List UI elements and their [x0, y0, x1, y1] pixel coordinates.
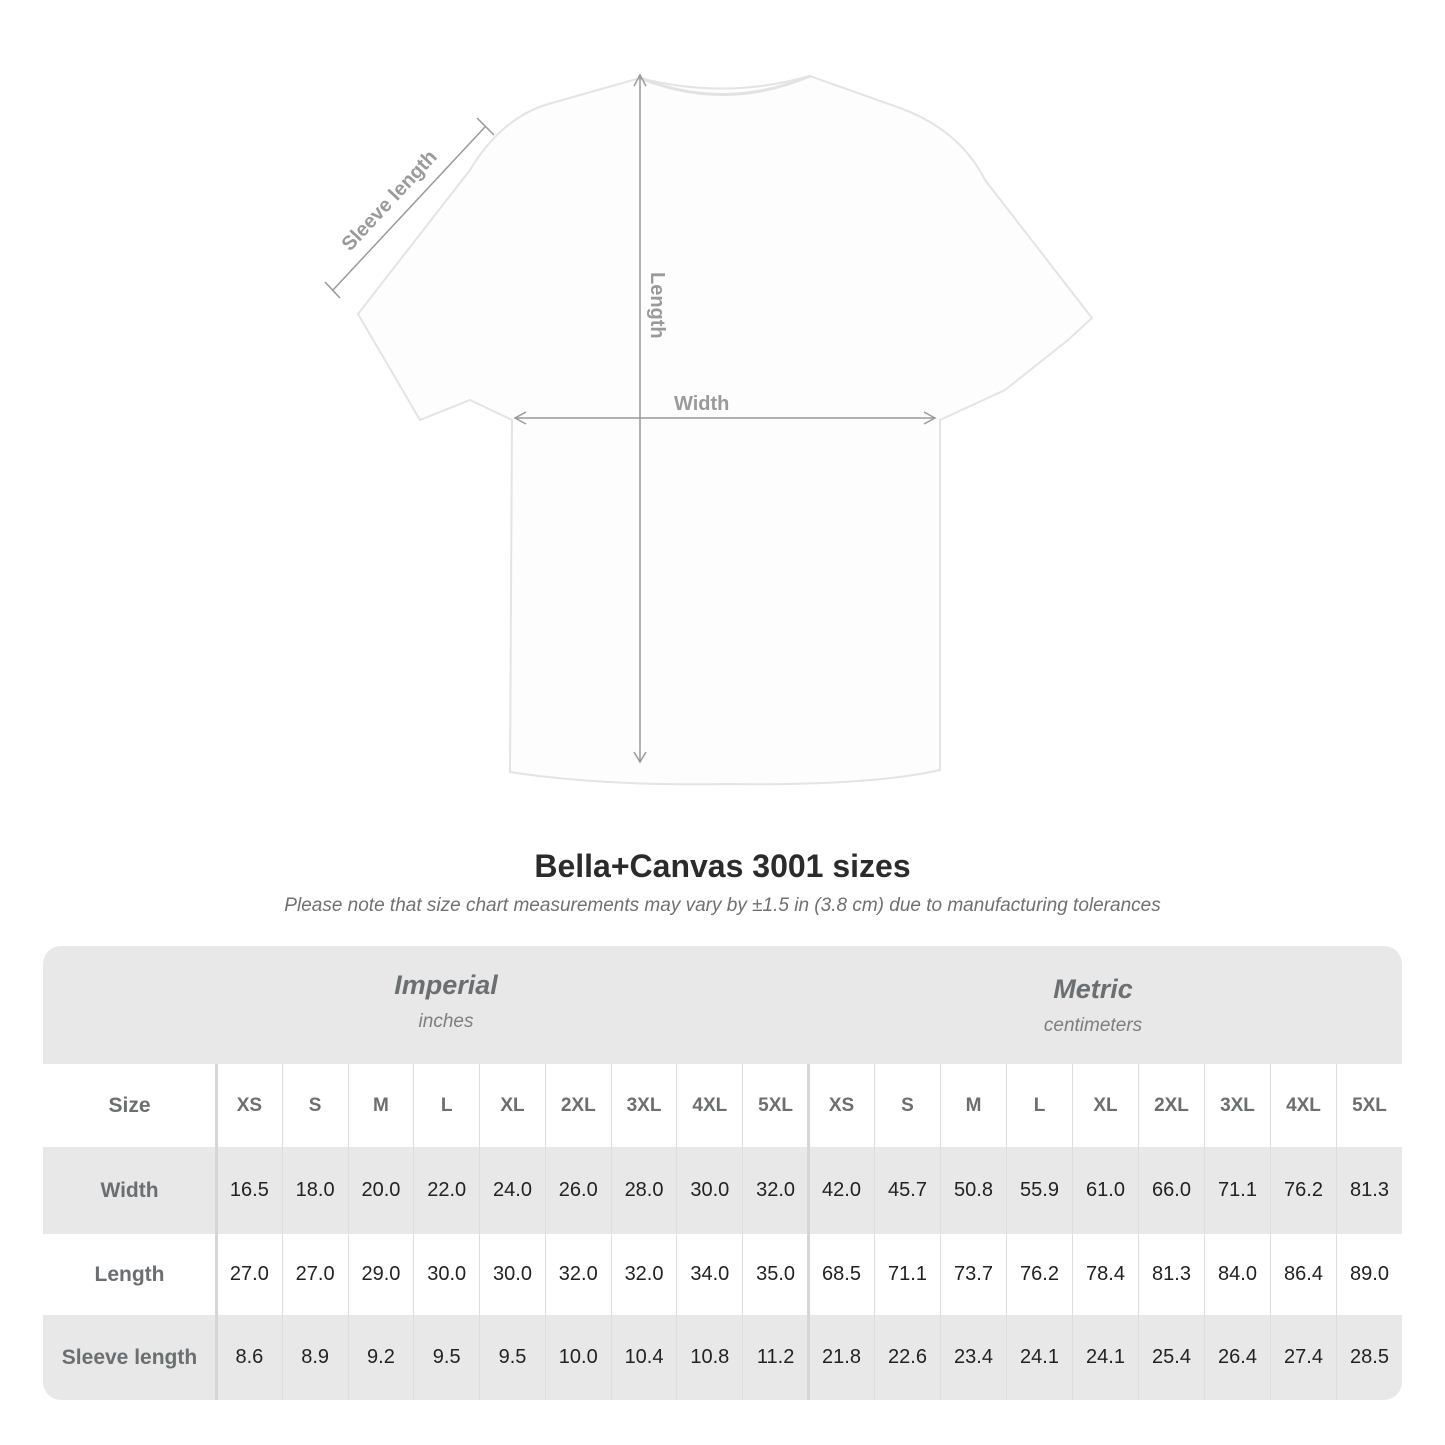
imperial-cell: 27.0 — [216, 1234, 282, 1315]
metric-cell: 4XL — [1270, 1064, 1336, 1147]
metric-cell: 23.4 — [940, 1315, 1006, 1400]
imperial-cell: 26.0 — [544, 1147, 611, 1234]
imperial-cell: 8.6 — [216, 1315, 282, 1400]
row-label: Length — [94, 1262, 165, 1286]
imperial-cell: 9.5 — [479, 1315, 545, 1400]
row-label: Width — [100, 1178, 159, 1202]
metric-cell: 25.4 — [1138, 1315, 1204, 1400]
metric-cell: 3XL — [1204, 1064, 1270, 1147]
metric-cell: 28.5 — [1336, 1315, 1402, 1400]
imperial-cell: 18.0 — [281, 1147, 348, 1234]
tolerance-note: Please note that size chart measurements… — [284, 895, 1161, 916]
imperial-cell: 10.4 — [610, 1315, 677, 1400]
imperial-cell: 10.8 — [676, 1315, 742, 1400]
metric-cell: 55.9 — [1006, 1147, 1072, 1234]
system-divider — [807, 1064, 810, 1400]
metric-cell: 73.7 — [940, 1234, 1006, 1315]
metric-header: Metric centimeters — [808, 974, 1378, 1092]
imperial-cell: M — [347, 1064, 414, 1147]
imperial-cell: 32.0 — [610, 1234, 677, 1315]
imperial-cell: 34.0 — [676, 1234, 742, 1315]
metric-cell: 89.0 — [1336, 1234, 1402, 1315]
metric-unit: centimeters — [1043, 1015, 1143, 1036]
metric-cell: L — [1006, 1064, 1072, 1147]
imperial-cell: 30.0 — [413, 1234, 479, 1315]
imperial-cell: 28.0 — [610, 1147, 677, 1234]
header-band — [43, 946, 1402, 1064]
size-table: Imperial inches Metric centimeters Size X… — [43, 946, 1402, 1400]
metric-cell: 21.8 — [808, 1315, 874, 1400]
imperial-cell: 11.2 — [742, 1315, 808, 1400]
imperial-cell: 35.0 — [742, 1234, 808, 1315]
metric-cell: 45.7 — [874, 1147, 940, 1234]
metric-cell: 81.3 — [1336, 1147, 1402, 1234]
metric-cell: 84.0 — [1204, 1234, 1270, 1315]
imperial-cell: 4XL — [676, 1064, 742, 1147]
imperial-cell: 32.0 — [544, 1234, 611, 1315]
size-header-row: Size XS S M L XL 2XL 3XL 4XL 5XL XS S M L XL 2XL 3XL 4XL 5… — [43, 1064, 1402, 1147]
metric-cell: 71.1 — [1204, 1147, 1270, 1234]
imperial-cell: S — [281, 1064, 348, 1147]
imperial-cell: 20.0 — [347, 1147, 414, 1234]
imperial-header: Imperial inches — [216, 970, 676, 1088]
imperial-cell: XL — [479, 1064, 545, 1147]
imperial-cell: 24.0 — [479, 1147, 545, 1234]
metric-cell: XS — [808, 1064, 874, 1147]
imperial-cell: 10.0 — [544, 1315, 611, 1400]
metric-cell: 86.4 — [1270, 1234, 1336, 1315]
metric-cell: 76.2 — [1006, 1234, 1072, 1315]
measure-arrows — [324, 73, 937, 764]
metric-cell: S — [874, 1064, 940, 1147]
imperial-cell: 29.0 — [347, 1234, 414, 1315]
metric-cell: 68.5 — [808, 1234, 874, 1315]
imperial-cell: L — [413, 1064, 479, 1147]
metric-title: Metric — [1053, 974, 1133, 1004]
imperial-cell: 16.5 — [216, 1147, 282, 1234]
metric-cell: 26.4 — [1204, 1315, 1270, 1400]
imperial-cell: 3XL — [610, 1064, 677, 1147]
metric-cell: 5XL — [1336, 1064, 1402, 1147]
metric-cell: 78.4 — [1072, 1234, 1138, 1315]
imperial-cell: 8.9 — [281, 1315, 348, 1400]
metric-cell: 61.0 — [1072, 1147, 1138, 1234]
imperial-cell: XS — [216, 1064, 282, 1147]
tshirt-shape — [356, 74, 1094, 786]
row-label: Sleeve length — [61, 1345, 198, 1369]
table-row: Width 16.5 18.0 20.0 22.0 24.0 26.0 28.0 30.0 32.… — [43, 1147, 1402, 1234]
tshirt-diagram: Sleeve length Length Width — [324, 73, 1094, 786]
metric-cell: 81.3 — [1138, 1234, 1204, 1315]
metric-cell: 27.4 — [1270, 1315, 1336, 1400]
imperial-cell: 2XL — [544, 1064, 611, 1147]
imperial-cell: 32.0 — [742, 1147, 808, 1234]
metric-cell: 71.1 — [874, 1234, 940, 1315]
imperial-title: Imperial — [394, 970, 498, 1000]
length-label: Length — [646, 272, 668, 339]
imperial-cell: 30.0 — [479, 1234, 545, 1315]
metric-cell: XL — [1072, 1064, 1138, 1147]
metric-cell: 2XL — [1138, 1064, 1204, 1147]
row-label: Size — [108, 1093, 151, 1117]
width-label: Width — [674, 393, 729, 415]
imperial-cell: 9.2 — [347, 1315, 414, 1400]
table-row: Sleeve length 8.6 8.9 9.2 9.5 9.5 10.0 10.4 10.8… — [43, 1315, 1402, 1400]
metric-cell: 76.2 — [1270, 1147, 1336, 1234]
metric-cell: 24.1 — [1006, 1315, 1072, 1400]
imperial-cell: 27.0 — [281, 1234, 348, 1315]
metric-cell: 42.0 — [808, 1147, 874, 1234]
collar — [639, 74, 811, 96]
label-divider — [215, 1064, 218, 1400]
chart-title: Bella+Canvas 3001 sizes — [534, 848, 911, 884]
imperial-cell: 5XL — [742, 1064, 808, 1147]
table-row: Length 27.0 27.0 29.0 30.0 30.0 32.0 32.0 34.0 35… — [43, 1234, 1402, 1315]
metric-cell: M — [940, 1064, 1006, 1147]
imperial-cell: 9.5 — [413, 1315, 479, 1400]
metric-cell: 24.1 — [1072, 1315, 1138, 1400]
metric-cell: 22.6 — [874, 1315, 940, 1400]
metric-cell: 50.8 — [940, 1147, 1006, 1234]
imperial-cell: 22.0 — [413, 1147, 479, 1234]
imperial-cell: 30.0 — [676, 1147, 742, 1234]
imperial-unit: inches — [418, 1011, 474, 1032]
metric-cell: 66.0 — [1138, 1147, 1204, 1234]
